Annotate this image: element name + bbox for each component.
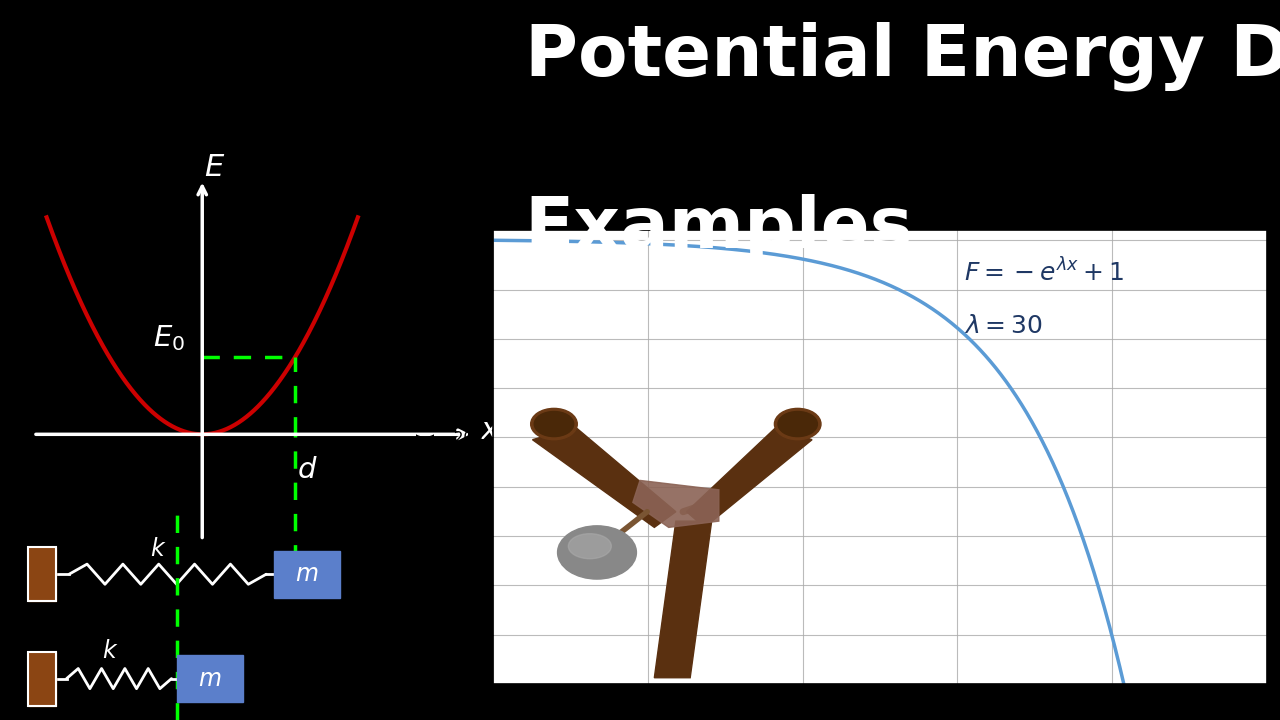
Ellipse shape: [531, 408, 577, 440]
Bar: [28, 547, 56, 601]
Text: $E_0$: $E_0$: [154, 323, 186, 353]
Bar: [28, 547, 56, 601]
Text: Potential Energy Diagram,: Potential Energy Diagram,: [525, 22, 1280, 91]
Text: $k$: $k$: [102, 639, 118, 663]
Bar: [274, 551, 340, 598]
Bar: [28, 652, 56, 706]
Text: $E$: $E$: [204, 153, 225, 182]
Text: $\lambda = 30$: $\lambda = 30$: [964, 314, 1042, 338]
Text: $F = -e^{\lambda x} + 1$: $F = -e^{\lambda x} + 1$: [964, 258, 1124, 287]
Polygon shape: [686, 427, 812, 527]
Ellipse shape: [778, 412, 818, 436]
Text: $x$: $x$: [480, 416, 500, 445]
Y-axis label: Force (N): Force (N): [417, 407, 435, 508]
Text: $m$: $m$: [198, 667, 221, 690]
Ellipse shape: [774, 408, 820, 440]
Bar: [177, 655, 243, 702]
Text: $m$: $m$: [296, 562, 319, 586]
Ellipse shape: [534, 412, 573, 436]
Polygon shape: [632, 480, 719, 527]
X-axis label: x (m): x (m): [851, 714, 909, 720]
Bar: [28, 652, 56, 706]
Ellipse shape: [558, 526, 636, 579]
Ellipse shape: [568, 534, 612, 559]
Text: $d$: $d$: [297, 456, 317, 484]
Text: $k$: $k$: [151, 537, 166, 561]
Polygon shape: [654, 521, 712, 678]
Text: Examples: Examples: [525, 194, 914, 264]
Polygon shape: [532, 427, 676, 527]
